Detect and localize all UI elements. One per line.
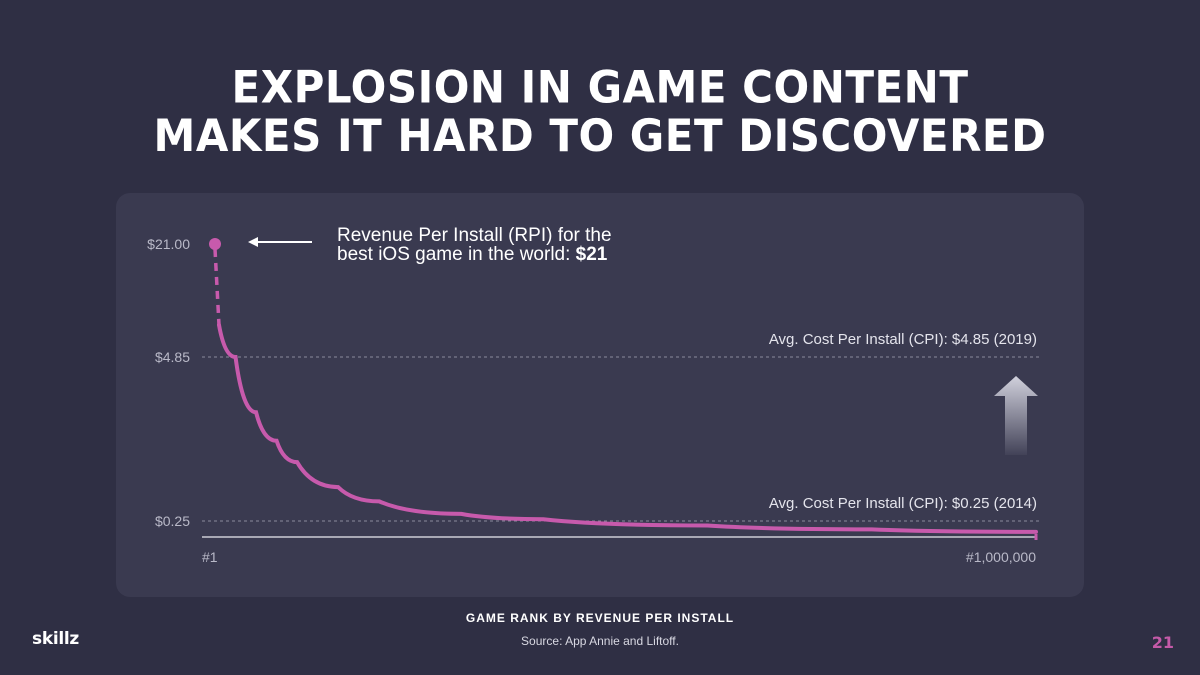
x-axis-title: GAME RANK BY REVENUE PER INSTALL <box>465 611 735 625</box>
cpi-reference-label: Avg. Cost Per Install (CPI): $4.85 (2019… <box>769 331 1037 348</box>
callout-arrow-head <box>248 237 258 247</box>
skillz-logo: skillz <box>32 629 80 649</box>
callout-value: $21 <box>575 244 608 265</box>
page-title: EXPLOSION IN GAME CONTENT MAKES IT HARD … <box>0 61 1200 162</box>
data-point-top <box>209 238 221 250</box>
title-line-1: EXPLOSION IN GAME CONTENT <box>231 61 969 114</box>
y-tick-label: $21.00 <box>147 236 190 252</box>
y-tick-label: $4.85 <box>155 349 190 365</box>
cpi-reference-label: Avg. Cost Per Install (CPI): $0.25 (2014… <box>769 495 1037 512</box>
callout-line-1: Revenue Per Install (RPI) for the <box>337 225 612 246</box>
x-tick-label: #1 <box>202 549 218 565</box>
title-line-2: MAKES IT HARD TO GET DISCOVERED <box>153 109 1047 162</box>
series-line-break <box>213 248 221 326</box>
y-tick-label: $0.25 <box>155 513 190 529</box>
rpi-callout: Revenue Per Install (RPI) for the best i… <box>337 226 612 264</box>
page-number: 21 <box>1151 633 1174 652</box>
callout-line-2: best iOS game in the world: $21 <box>337 245 612 264</box>
increase-arrow-icon <box>994 376 1038 455</box>
callout-line-2-text: best iOS game in the world: <box>337 244 576 265</box>
series-line <box>217 323 1038 534</box>
x-tick-label: #1,000,000 <box>966 549 1036 565</box>
source-note: Source: App Annie and Liftoff. <box>521 634 679 648</box>
